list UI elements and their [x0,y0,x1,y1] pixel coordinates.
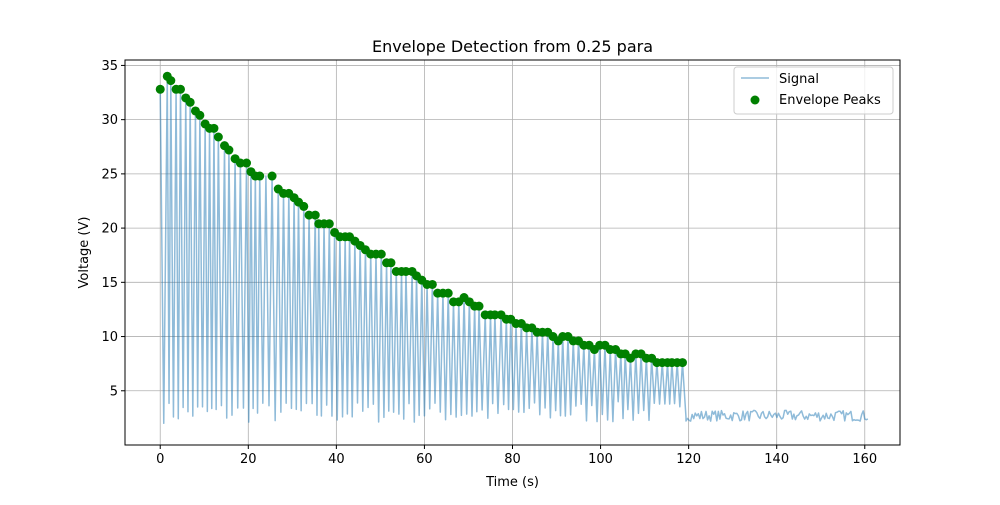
envelope-peak-point [474,301,484,311]
y-tick-label: 5 [110,384,118,399]
x-axis-label: Time (s) [485,475,539,490]
envelope-peak-point [242,158,252,168]
chart-title: Envelope Detection from 0.25 para [372,37,653,56]
envelope-peak-point [166,76,176,86]
legend-signal-label: Signal [779,72,819,87]
x-tick-label: 140 [764,452,789,467]
envelope-peak-point [235,158,245,168]
legend: Signal Envelope Peaks [733,66,894,115]
x-tick-label: 60 [416,452,433,467]
envelope-peak-point [427,279,437,289]
y-axis-label: Voltage (V) [77,217,92,289]
envelope-peak-point [255,171,265,181]
envelope-peak-point [324,219,334,229]
y-tick-label: 15 [101,276,118,291]
axes-frame [124,59,901,446]
x-tick-label: 120 [676,452,701,467]
y-tick-label: 30 [101,113,118,128]
signal-line [159,75,869,425]
x-tick-label: 160 [852,452,877,467]
y-tick-label: 20 [101,222,118,237]
envelope-peak-point [304,210,314,220]
legend-box [733,66,894,115]
x-tick-label: 40 [328,452,345,467]
x-tick-label: 0 [156,452,164,467]
envelope-peak-point [299,201,309,211]
envelope-peak-point [386,258,396,268]
y-axis-ticks: 5 10 15 20 25 30 35 [101,59,125,399]
envelope-peak-point [376,249,386,259]
legend-peaks-swatch [750,95,760,105]
envelope-peak-point [195,110,205,120]
envelope-peaks-series [155,71,687,368]
x-axis-ticks: 0 20 40 60 80 100 120 140 160 [156,445,877,467]
envelope-peak-point [443,288,453,298]
envelope-peak-point [677,358,687,368]
envelope-peak-point [401,266,411,276]
envelope-peak-point [175,84,185,94]
y-tick-label: 10 [101,330,118,345]
envelope-peak-point [213,132,223,142]
y-tick-label: 25 [101,167,118,182]
x-tick-label: 80 [504,452,521,467]
y-tick-label: 35 [101,59,118,74]
envelope-peak-point [490,310,500,320]
envelope-peak-point [155,84,165,94]
envelope-peak-point [267,171,277,181]
signal-series [159,75,869,425]
envelope-peak-point [310,210,320,220]
envelope-peak-point [209,123,219,133]
x-tick-label: 20 [240,452,257,467]
x-tick-label: 100 [588,452,613,467]
envelope-peak-point [224,145,234,155]
legend-peaks-label: Envelope Peaks [779,93,881,108]
envelope-peak-point [185,97,195,107]
